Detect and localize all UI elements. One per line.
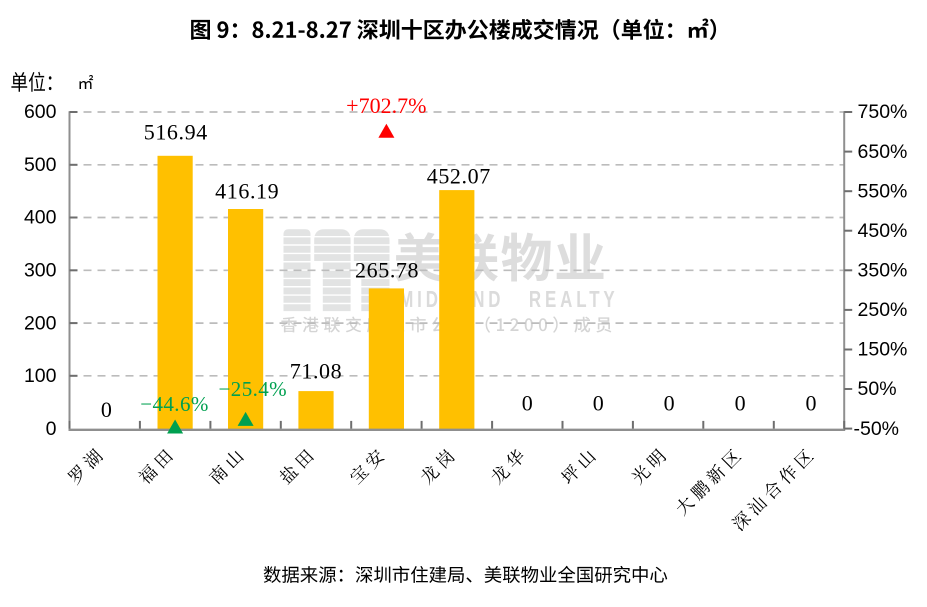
- svg-text:516.94: 516.94: [144, 120, 208, 145]
- svg-text:0: 0: [522, 391, 533, 416]
- svg-text:750%: 750%: [858, 101, 908, 123]
- svg-text:416.19: 416.19: [215, 178, 279, 203]
- svg-text:400: 400: [24, 207, 57, 229]
- svg-text:0: 0: [593, 391, 604, 416]
- svg-text:−25.4%: −25.4%: [219, 377, 288, 401]
- svg-text:71.08: 71.08: [290, 359, 343, 384]
- svg-text:300: 300: [24, 260, 57, 282]
- svg-text:0: 0: [101, 397, 112, 422]
- svg-text:+702.7%: +702.7%: [346, 93, 426, 118]
- svg-text:MIDLANDREALTY: MIDLANDREALTY: [399, 286, 618, 312]
- svg-text:0: 0: [664, 391, 675, 416]
- svg-text:0: 0: [735, 391, 746, 416]
- svg-text:−44.6%: −44.6%: [140, 392, 209, 416]
- svg-text:350%: 350%: [858, 260, 908, 282]
- svg-text:600: 600: [24, 101, 57, 123]
- svg-text:100: 100: [24, 365, 57, 387]
- svg-text:50%: 50%: [858, 378, 897, 400]
- svg-text:-50%: -50%: [854, 418, 900, 440]
- svg-text:500: 500: [24, 154, 57, 176]
- svg-text:450%: 450%: [858, 220, 908, 242]
- svg-text:200: 200: [24, 312, 57, 334]
- svg-text:265.78: 265.78: [355, 258, 419, 283]
- svg-text:452.07: 452.07: [427, 164, 491, 189]
- svg-text:0: 0: [806, 391, 817, 416]
- svg-text:0: 0: [46, 418, 57, 440]
- svg-text:150%: 150%: [858, 339, 908, 361]
- svg-text:250%: 250%: [858, 299, 908, 321]
- svg-text:650%: 650%: [858, 141, 908, 163]
- svg-text:550%: 550%: [858, 180, 908, 202]
